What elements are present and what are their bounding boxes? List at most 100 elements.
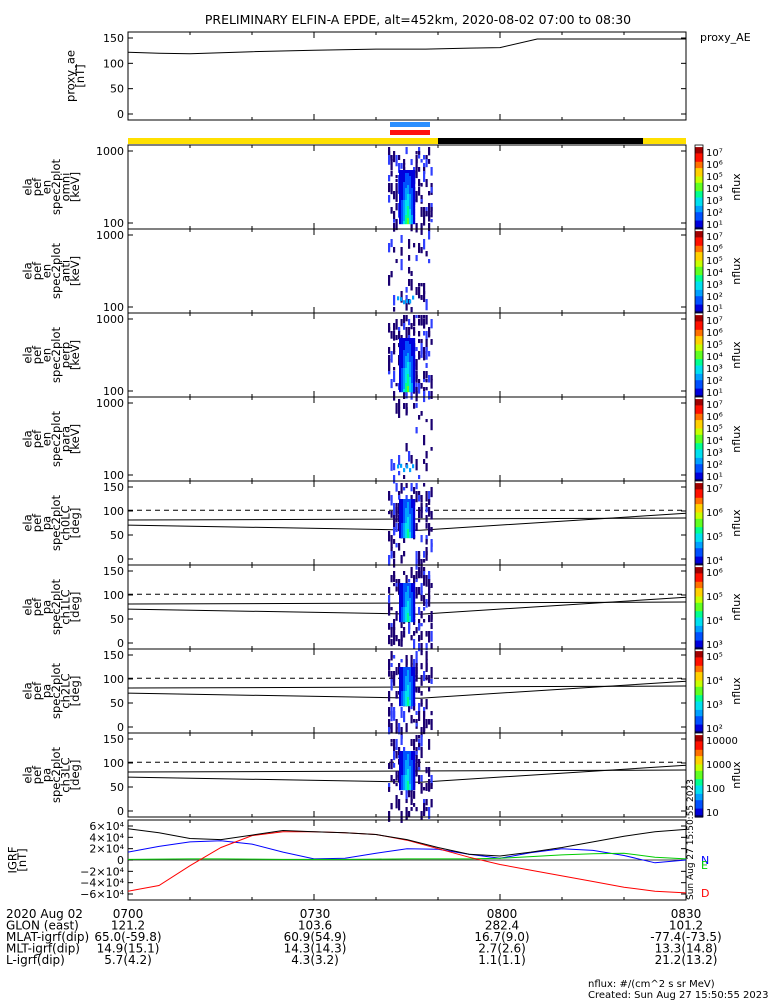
panel-perp-pixel <box>425 379 428 383</box>
panel-perp-colorbar-segment <box>695 361 703 364</box>
panel-ch1LC-ylabel-line: ela <box>20 598 34 615</box>
panel-ch2LC-core-pixel <box>407 670 410 674</box>
panel-perp-core-pixel <box>409 374 412 378</box>
panel-anti-colorbar-segment <box>695 252 703 255</box>
panel-anti-pixel <box>408 267 411 274</box>
panel-ch3LC-core-pixel <box>407 751 410 755</box>
panel-ch3LC-core-pixel <box>401 754 404 758</box>
panel-ch1LC-core-pixel <box>413 613 416 617</box>
panel-ch2LC-pixel <box>388 691 391 702</box>
panel-ch3LC-core-pixel <box>411 760 414 764</box>
panel-ch0LC-pixel <box>390 539 393 549</box>
xlabel-row-value: 0700 <box>113 907 144 921</box>
panel-para-colorbar-title: nflux <box>730 425 743 453</box>
panel-ch0LC-core-pixel <box>399 517 402 521</box>
panel-omni-core-pixel <box>405 173 408 177</box>
panel-omni-colorbar-segment <box>695 172 703 175</box>
proxy-ae-y-tick-label: 150 <box>103 32 124 45</box>
panel-ch2LC-core-pixel <box>407 667 410 671</box>
panel-para-colorbar-segment <box>695 474 703 478</box>
panel-para-colorbar-segment <box>695 445 703 448</box>
panel-para-colorbar-segment <box>695 455 703 459</box>
panel-omni-core-pixel <box>401 170 404 174</box>
panel-ch2LC-core-pixel <box>407 682 410 686</box>
panel-anti-pixel <box>410 271 413 276</box>
panel-para-colorbar-segment <box>695 418 703 421</box>
panel-ch0LC-colorbar-segment <box>695 504 703 507</box>
panel-omni-core-pixel <box>403 221 406 225</box>
panel-ch0LC-pixel <box>393 507 396 517</box>
panel-ch2LC-pixel <box>413 703 416 711</box>
panel-omni-core-pixel <box>413 191 416 195</box>
panel-ch1LC-pixel <box>420 611 423 619</box>
panel-ch1LC-core-pixel <box>407 619 410 623</box>
panel-ch2LC-core-pixel <box>413 703 416 707</box>
panel-ch1LC-colorbar-segment <box>695 598 703 602</box>
panel-ch1LC-pixel <box>398 639 401 647</box>
panel-ch2LC-pixel <box>428 679 431 683</box>
panel-ch3LC-colorbar-segment <box>695 749 703 753</box>
panel-ch3LC-colorbar-segment <box>695 800 703 803</box>
panel-ch3LC-core-pixel <box>405 766 408 770</box>
panel-omni-colorbar-segment <box>695 203 703 207</box>
panel-ch0LC-pixel <box>393 551 396 559</box>
panel-ch0LC-pixel <box>395 523 398 532</box>
panel-anti-pixel <box>418 295 421 299</box>
panel-ch2LC-pixel <box>413 659 416 669</box>
panel-ch1LC-core-pixel <box>403 607 406 611</box>
panel-ch1LC-ylabel-line: pa <box>39 600 53 614</box>
panel-perp-pixel <box>415 375 418 379</box>
panel-para-pixel <box>425 463 428 472</box>
panel-ch3LC-pixel <box>393 747 396 753</box>
panel-ch3LC-pixel <box>423 787 426 791</box>
panel-ch3LC-core-pixel <box>411 772 414 776</box>
panel-ch2LC-core-pixel <box>401 679 404 683</box>
panel-ch1LC-pixel <box>425 631 428 637</box>
panel-ch2LC-core-pixel <box>411 703 414 707</box>
panel-ch3LC-pixel <box>395 799 398 809</box>
panel-ch3LC-pixel <box>428 783 431 792</box>
proxy-ae-y-tick-label: 100 <box>103 57 124 70</box>
panel-ch2LC-colorbar-tick-label: 10⁴ <box>706 676 723 687</box>
panel-perp-core-pixel <box>401 356 404 360</box>
panel-perp-pixel <box>408 327 411 336</box>
panel-ch3LC-core-pixel <box>403 766 406 770</box>
panel-ch0LC-core-pixel <box>407 535 410 539</box>
panel-omni-core-pixel <box>401 188 404 192</box>
proxy-ae-ylabel-line: [nT] <box>73 64 87 87</box>
panel-perp-pixel <box>425 347 428 353</box>
panel-omni-core-pixel <box>411 215 414 219</box>
panel-perp-core-pixel <box>401 383 404 387</box>
panel-anti-colorbar-segment <box>695 298 703 301</box>
panel-ch3LC-pixel <box>428 767 431 777</box>
panel-ch3LC-core-pixel <box>403 757 406 761</box>
panel-ch2LC-pixel <box>420 663 423 670</box>
panel-perp-colorbar-segment <box>695 367 703 371</box>
panel-perp-core-pixel <box>403 377 406 381</box>
igrf-y-tick-label: 0 <box>117 854 124 867</box>
panel-ch1LC-core-pixel <box>409 595 412 599</box>
panel-ch2LC-core-pixel <box>409 688 412 692</box>
panel-ch3LC-pixel <box>410 791 413 802</box>
panel-ch1LC-pixel <box>418 575 421 579</box>
panel-omni-pixel <box>428 191 431 196</box>
panel-ch1LC-colorbar-segment <box>695 613 703 616</box>
panel-ch3LC-core-pixel <box>405 754 408 758</box>
panel-omni-core-pixel <box>407 200 410 204</box>
panel-para-pixel <box>418 415 421 420</box>
panel-perp-pixel <box>423 319 426 329</box>
panel-omni-ylabel-line: spec2plot <box>49 158 63 215</box>
panel-ch1LC-core-pixel <box>413 586 416 590</box>
panel-para-low-energy-pixel <box>412 464 415 469</box>
panel-perp-core-pixel <box>411 368 414 372</box>
panel-perp-pixel <box>415 391 418 402</box>
panel-ch3LC-core-pixel <box>407 781 410 785</box>
panel-anti-colorbar-segment <box>695 294 703 297</box>
panel-ch1LC-core-pixel <box>405 589 408 593</box>
panel-ch3LC-core-pixel <box>401 751 404 755</box>
panel-ch1LC-core-pixel <box>413 604 416 608</box>
panel-omni-pixel <box>393 191 396 200</box>
panel-ch3LC-core-pixel <box>401 787 404 791</box>
panel-omni-core-pixel <box>403 170 406 174</box>
